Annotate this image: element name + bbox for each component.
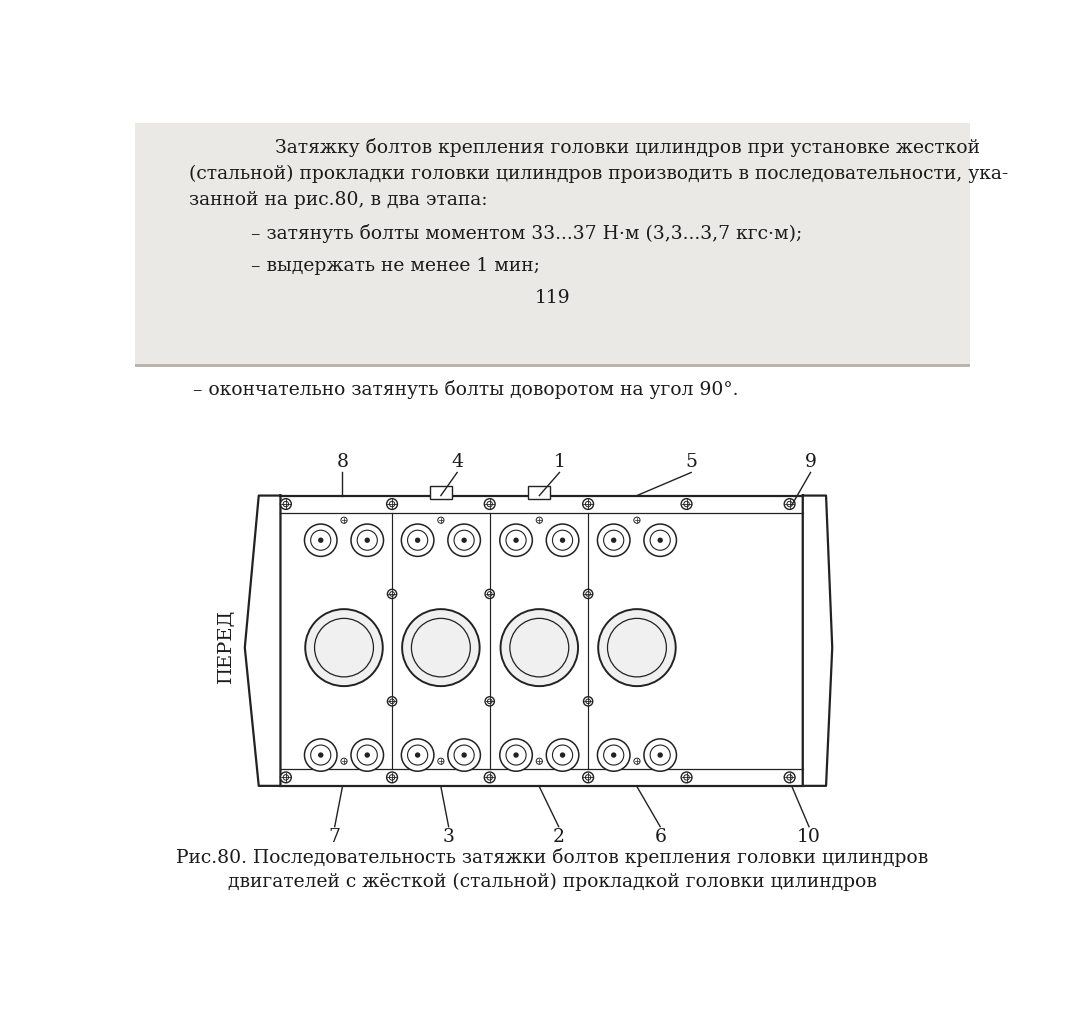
Bar — [528, 485, 550, 500]
Text: 3: 3 — [443, 828, 455, 846]
Circle shape — [547, 739, 579, 771]
Text: 8: 8 — [336, 453, 348, 471]
Circle shape — [304, 739, 337, 771]
Circle shape — [364, 753, 370, 758]
Circle shape — [559, 753, 565, 758]
Circle shape — [513, 538, 519, 543]
Text: Затяжку болтов крепления головки цилиндров при установке жесткой: Затяжку болтов крепления головки цилиндр… — [251, 137, 980, 157]
Circle shape — [500, 609, 578, 686]
Text: – окончательно затянуть болты доворотом на угол 90°.: – окончательно затянуть болты доворотом … — [193, 380, 738, 399]
Text: 6: 6 — [654, 828, 666, 846]
Circle shape — [784, 772, 796, 782]
Circle shape — [351, 524, 384, 556]
Circle shape — [658, 538, 663, 543]
Circle shape — [280, 772, 291, 782]
Circle shape — [484, 772, 495, 782]
Text: (стальной) прокладки головки цилиндров производить в последовательности, ука-: (стальной) прокладки головки цилиндров п… — [189, 165, 1008, 182]
Circle shape — [438, 517, 444, 523]
Circle shape — [559, 538, 565, 543]
Circle shape — [634, 517, 640, 523]
Circle shape — [341, 517, 347, 523]
Text: Рис.80. Последовательность затяжки болтов крепления головки цилиндров: Рис.80. Последовательность затяжки болто… — [177, 848, 928, 867]
Bar — [430, 485, 452, 500]
Circle shape — [401, 524, 434, 556]
Circle shape — [401, 739, 434, 771]
Circle shape — [484, 499, 495, 509]
Text: 2: 2 — [553, 828, 565, 846]
Circle shape — [681, 499, 692, 509]
Circle shape — [513, 753, 519, 758]
Text: – выдержать не менее 1 мин;: – выдержать не менее 1 мин; — [251, 257, 540, 274]
Text: 9: 9 — [804, 453, 816, 471]
Circle shape — [318, 753, 323, 758]
Circle shape — [485, 589, 495, 599]
Circle shape — [461, 753, 467, 758]
Circle shape — [402, 609, 480, 686]
Text: 10: 10 — [797, 828, 821, 846]
Bar — [280, 496, 803, 785]
Polygon shape — [803, 496, 832, 785]
Circle shape — [681, 772, 692, 782]
Text: 5: 5 — [686, 453, 697, 471]
Circle shape — [644, 524, 677, 556]
Circle shape — [304, 524, 337, 556]
Circle shape — [583, 589, 593, 599]
Circle shape — [387, 499, 398, 509]
Circle shape — [387, 589, 397, 599]
Circle shape — [341, 758, 347, 764]
Circle shape — [634, 758, 640, 764]
Text: двигателей с жёсткой (стальной) прокладкой головки цилиндров: двигателей с жёсткой (стальной) прокладк… — [229, 872, 876, 891]
Text: ПЕРЕД: ПЕРЕД — [217, 608, 235, 683]
Circle shape — [611, 538, 617, 543]
Bar — [135, 365, 970, 911]
Circle shape — [461, 538, 467, 543]
Circle shape — [598, 609, 676, 686]
Circle shape — [305, 609, 383, 686]
Circle shape — [351, 739, 384, 771]
Circle shape — [280, 499, 291, 509]
Circle shape — [536, 517, 542, 523]
Circle shape — [597, 524, 630, 556]
Circle shape — [318, 538, 323, 543]
Text: 1: 1 — [553, 453, 565, 471]
Circle shape — [447, 524, 481, 556]
Circle shape — [784, 499, 796, 509]
Circle shape — [644, 739, 677, 771]
Text: 7: 7 — [329, 828, 341, 846]
Circle shape — [611, 753, 617, 758]
Circle shape — [597, 739, 630, 771]
Text: – затянуть болты моментом 33...37 Н·м (3,3...3,7 кгс·м);: – затянуть болты моментом 33...37 Н·м (3… — [251, 224, 802, 243]
Circle shape — [658, 753, 663, 758]
Circle shape — [536, 758, 542, 764]
Circle shape — [387, 772, 398, 782]
Circle shape — [415, 753, 420, 758]
Text: 4: 4 — [452, 453, 464, 471]
Circle shape — [583, 772, 594, 782]
Circle shape — [485, 696, 495, 706]
Text: занной на рис.80, в два этапа:: занной на рис.80, в два этапа: — [189, 191, 487, 210]
Bar — [135, 123, 970, 365]
Circle shape — [583, 696, 593, 706]
Circle shape — [387, 696, 397, 706]
Circle shape — [447, 739, 481, 771]
Circle shape — [415, 538, 420, 543]
Polygon shape — [245, 496, 280, 785]
Circle shape — [500, 524, 533, 556]
Circle shape — [547, 524, 579, 556]
Circle shape — [438, 758, 444, 764]
Text: 119: 119 — [535, 289, 570, 307]
Circle shape — [364, 538, 370, 543]
Circle shape — [500, 739, 533, 771]
Circle shape — [583, 499, 594, 509]
